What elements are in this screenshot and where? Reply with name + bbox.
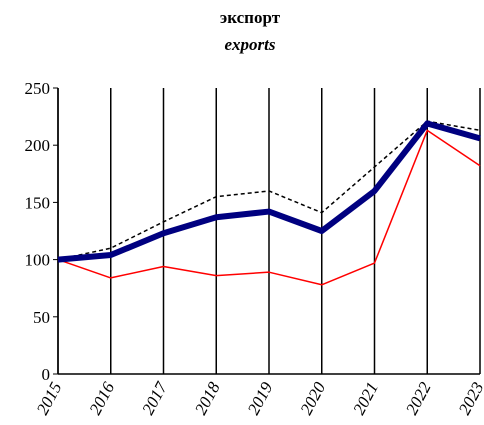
y-tick-label: 50: [33, 308, 50, 327]
x-tick-label: 2020: [297, 379, 330, 418]
series-line: [57, 120, 481, 261]
y-tick-label: 200: [25, 136, 51, 155]
x-tick-label: 2021: [349, 379, 382, 418]
x-tick-label: 2017: [138, 378, 171, 418]
chart-title: экспорт: [220, 8, 281, 27]
y-tick-label: 250: [25, 79, 51, 98]
x-tick-label: 2016: [86, 379, 119, 418]
series-line: [57, 120, 481, 263]
x-tick-label: 2019: [244, 379, 277, 418]
x-tick-label: 2015: [33, 379, 66, 418]
series-line: [57, 129, 481, 286]
chart-subtitle: exports: [225, 35, 276, 54]
x-tick-label: 2023: [455, 379, 484, 418]
y-tick-label: 100: [25, 251, 51, 270]
y-tick-label: 0: [42, 365, 51, 384]
x-tick-label: 2018: [191, 379, 224, 418]
x-tick-label: 2022: [402, 379, 435, 418]
y-tick-label: 150: [25, 193, 51, 212]
